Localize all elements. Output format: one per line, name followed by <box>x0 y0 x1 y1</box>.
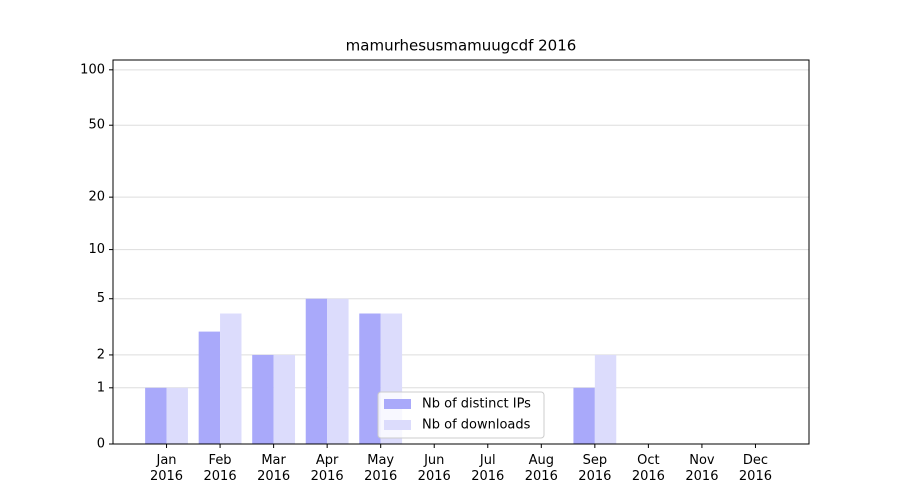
bar <box>359 313 381 444</box>
y-tick-label: 2 <box>97 347 105 362</box>
legend-label: Nb of distinct IPs <box>422 397 531 412</box>
legend: Nb of distinct IPs Nb of downloads <box>377 391 545 439</box>
legend-label: Nb of downloads <box>422 418 531 433</box>
y-tick-label: 100 <box>80 62 105 77</box>
x-tick-label: Mar 2016 <box>257 453 291 484</box>
axes-frame <box>112 59 810 445</box>
bar <box>198 331 221 444</box>
x-tick-label: Sep 2016 <box>578 453 612 484</box>
y-tick-label: 10 <box>88 242 105 257</box>
bar <box>220 313 242 444</box>
bar <box>327 298 349 444</box>
y-tick-label: 5 <box>97 291 105 306</box>
chart-title: mamurhesusmamuugcdf 2016 <box>346 37 577 55</box>
x-tick-label: Oct 2016 <box>631 453 665 484</box>
bar <box>145 387 167 444</box>
bar <box>594 354 617 444</box>
x-tick-label: May 2016 <box>364 453 398 484</box>
x-tick-label: Feb 2016 <box>203 453 237 484</box>
x-tick-label: Aug 2016 <box>524 453 558 484</box>
bar <box>573 387 595 444</box>
bar <box>305 298 328 444</box>
y-tick-label: 50 <box>88 118 105 133</box>
legend-swatch <box>384 420 411 430</box>
bar <box>252 354 274 444</box>
x-tick-label: Jan 2016 <box>149 453 184 484</box>
bar <box>166 387 188 444</box>
y-tick-label: 1 <box>97 380 105 395</box>
x-tick-label: Dec 2016 <box>738 453 772 484</box>
y-tick-label: 20 <box>88 190 105 205</box>
legend-swatch <box>384 399 411 409</box>
x-tick-label: Nov 2016 <box>685 453 719 484</box>
y-tick-label: 0 <box>97 437 105 452</box>
x-tick-label: Jul 2016 <box>471 453 505 484</box>
x-tick-label: Jun 2016 <box>417 453 451 484</box>
legend-box <box>377 391 545 439</box>
bar <box>273 354 296 444</box>
x-tick-label: Apr 2016 <box>310 453 344 484</box>
